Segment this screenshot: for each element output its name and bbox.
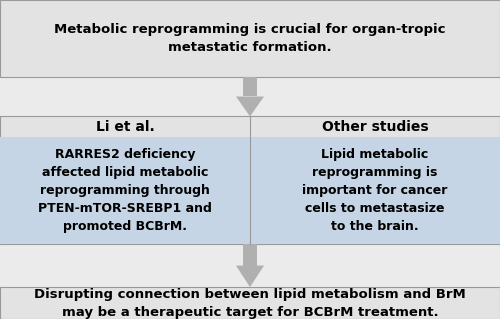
Bar bbox=[0, 116, 500, 244]
Text: Metabolic reprogramming is crucial for organ-tropic
metastatic formation.: Metabolic reprogramming is crucial for o… bbox=[54, 23, 446, 54]
Bar bbox=[243, 244, 257, 265]
Polygon shape bbox=[236, 265, 264, 287]
Text: Other studies: Other studies bbox=[322, 120, 428, 134]
Text: Lipid metabolic
reprogramming is
important for cancer
cells to metastasize
to th: Lipid metabolic reprogramming is importa… bbox=[302, 148, 448, 233]
Bar bbox=[250, 137, 500, 244]
Bar bbox=[243, 77, 257, 96]
Bar bbox=[0, 287, 500, 319]
Polygon shape bbox=[236, 96, 264, 116]
Text: Li et al.: Li et al. bbox=[96, 120, 154, 134]
Text: RARRES2 deficiency
affected lipid metabolic
reprogramming through
PTEN-mTOR-SREB: RARRES2 deficiency affected lipid metabo… bbox=[38, 148, 212, 233]
Bar bbox=[0, 0, 500, 77]
Text: Disrupting connection between lipid metabolism and BrM
may be a therapeutic targ: Disrupting connection between lipid meta… bbox=[34, 287, 466, 319]
Bar bbox=[0, 137, 250, 244]
